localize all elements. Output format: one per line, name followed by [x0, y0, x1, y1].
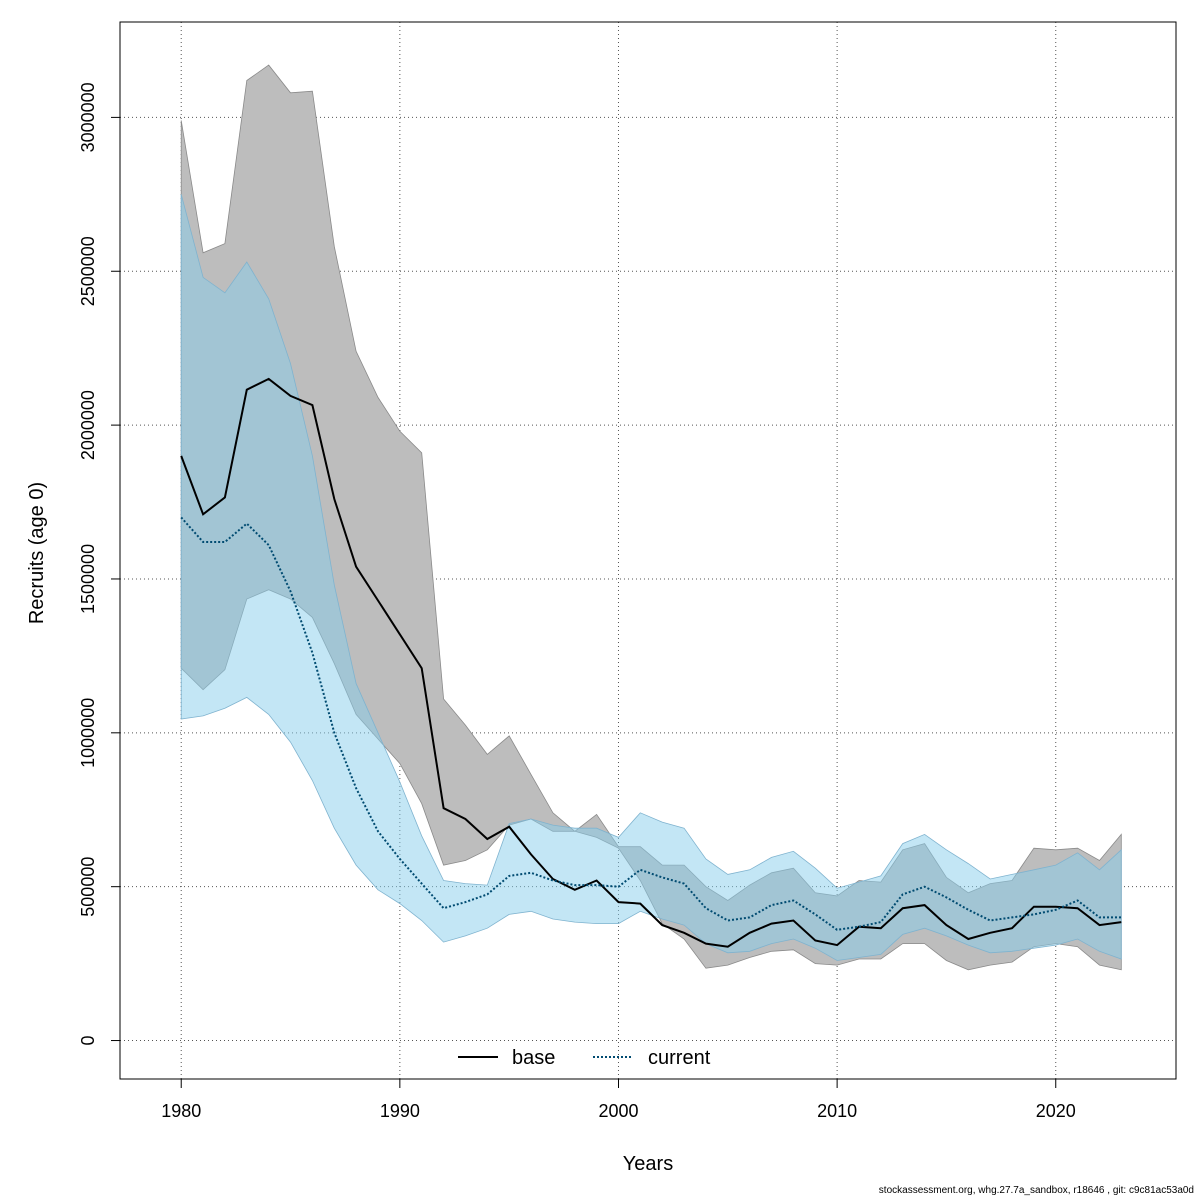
footer-credit: stockassessment.org, whg.27.7a_sandbox, … — [878, 1185, 1194, 1196]
x-axis: 1980 1990 2000 2010 2020 — [161, 1078, 1076, 1121]
y-tick-label: 2000000 — [78, 390, 98, 460]
y-tick-label: 0 — [78, 1036, 98, 1046]
x-tick-label: 1990 — [380, 1101, 420, 1121]
y-tick-label: 1000000 — [78, 698, 98, 768]
y-tick-label: 1500000 — [78, 544, 98, 614]
series-lines — [180, 377, 1122, 948]
band-base — [180, 64, 1122, 971]
y-tick-label: 2500000 — [78, 236, 98, 306]
x-tick-label: 2010 — [817, 1101, 857, 1121]
x-axis-title: Years — [623, 1153, 673, 1175]
line-base — [180, 377, 1122, 948]
x-tick-label: 2000 — [598, 1101, 638, 1121]
x-tick-label: 2020 — [1036, 1101, 1076, 1121]
confidence-bands — [180, 64, 1122, 971]
x-tick-label: 1980 — [161, 1101, 201, 1121]
y-axis: 0 500000 1000000 1500000 2000000 2500000 30000… — [78, 82, 121, 1046]
band-current — [180, 194, 1122, 961]
legend: base current — [458, 1047, 711, 1069]
y-tick-label: 3000000 — [78, 82, 98, 152]
legend-current-label: current — [648, 1047, 711, 1069]
y-tick-label: 500000 — [78, 857, 98, 917]
legend-base-label: base — [512, 1047, 555, 1069]
y-axis-title: Recruits (age 0) — [26, 482, 48, 624]
